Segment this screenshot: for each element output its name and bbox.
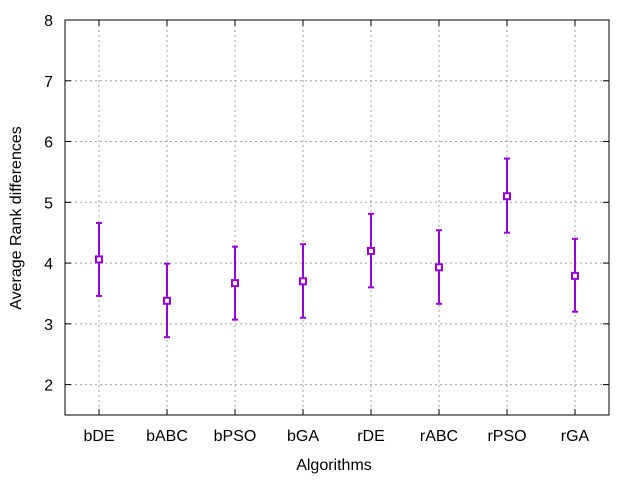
- data-point-bDE: [95, 221, 103, 297]
- y-tick-label: 2: [44, 378, 53, 395]
- point-marker: [571, 271, 579, 280]
- x-tick-label: rPSO: [487, 428, 526, 445]
- point-marker: [163, 296, 171, 305]
- y-tick-label: 7: [44, 74, 53, 91]
- x-tick-label: bGA: [287, 428, 319, 445]
- data-point-rGA: [571, 237, 579, 313]
- data-point-bABC: [163, 262, 171, 339]
- axis-ticks: [65, 19, 609, 415]
- point-marker: [231, 279, 239, 288]
- data-point-rABC: [435, 229, 443, 305]
- x-tick-label: rGA: [561, 428, 590, 445]
- x-tick-label: rABC: [420, 428, 458, 445]
- x-tick-labels: bDE bABC bPSO bGA rDE rABC rPSO rGA: [83, 428, 589, 445]
- x-tick-label: bPSO: [214, 428, 257, 445]
- point-marker: [435, 263, 443, 272]
- x-tick-label: bDE: [83, 428, 114, 445]
- x-tick-label: bABC: [146, 428, 188, 445]
- data-point-bPSO: [231, 245, 239, 321]
- x-axis-label: Algorithms: [296, 457, 372, 474]
- plot-frame: [64, 19, 610, 416]
- y-tick-label: 6: [44, 135, 53, 152]
- y-tick-label: 8: [44, 13, 53, 30]
- y-tick-label: 4: [44, 256, 53, 273]
- data-point-bGA: [299, 243, 307, 319]
- y-tick-labels: 2 3 4 5 6 7 8: [44, 13, 53, 395]
- data-marks: [95, 157, 579, 339]
- y-tick-label: 3: [44, 317, 53, 334]
- data-point-rDE: [367, 212, 375, 289]
- y-tick-label: 5: [44, 195, 53, 212]
- x-tick-label: rDE: [357, 428, 385, 445]
- point-marker: [503, 192, 511, 201]
- point-marker: [367, 246, 375, 255]
- y-axis-label: Average Rank differences: [8, 126, 25, 310]
- data-point-rPSO: [503, 157, 511, 234]
- point-marker: [95, 255, 103, 264]
- grid: [65, 19, 609, 415]
- point-marker: [299, 277, 307, 286]
